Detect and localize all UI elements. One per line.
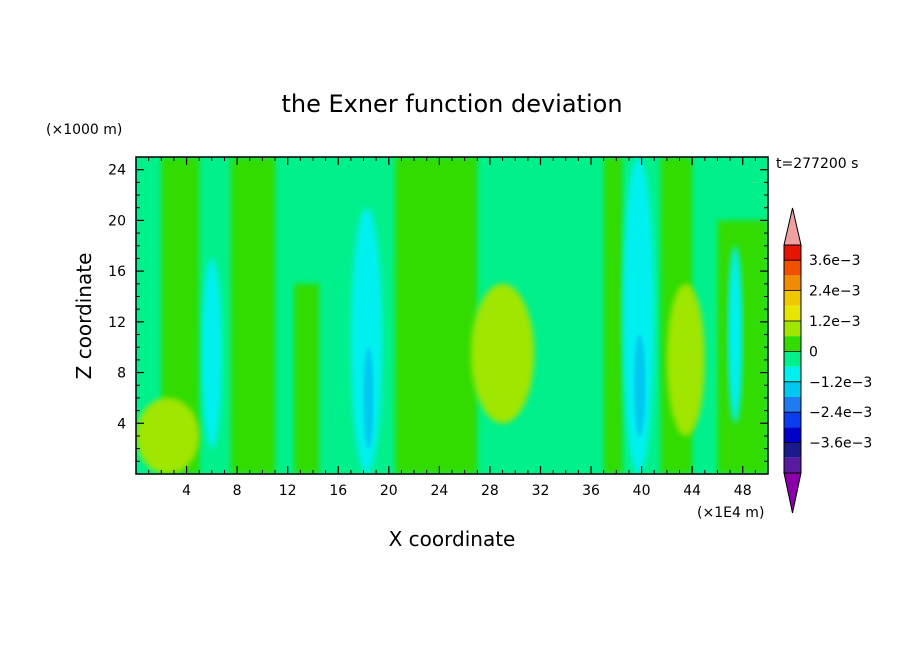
x-axis-ticks: 4 8 12 16 20 24 28 32 36 40 44 48 (148, 157, 756, 499)
x-unit-label: (×1E4 m) (697, 505, 764, 521)
colorbar-tick-label: −1.2e−3 (809, 375, 872, 391)
field-blob-15 (136, 397, 200, 474)
y-tick-label: 24 (108, 163, 126, 179)
colorbar-tick-label: 0 (809, 344, 818, 360)
y-tick-label: 8 (117, 366, 126, 382)
x-tick-label: 36 (582, 483, 600, 499)
x-tick-label: 16 (329, 483, 347, 499)
field-blob-14 (666, 283, 705, 436)
x-tick-label: 32 (532, 483, 550, 499)
y-unit-label: (×1000 m) (46, 122, 122, 138)
field-column-10 (727, 245, 743, 424)
contour-field (136, 157, 768, 474)
field-band-2 (294, 283, 320, 474)
colorbar-level (784, 305, 801, 321)
colorbar-level (784, 290, 801, 306)
x-tick-label: 24 (430, 483, 448, 499)
time-label: t=277200 s (776, 156, 858, 172)
colorbar-level (784, 260, 801, 276)
y-axis-label: Z coordinate (72, 253, 96, 380)
x-tick-label: 48 (734, 483, 752, 499)
field-core-12 (634, 334, 646, 436)
chart-title: the Exner function deviation (281, 90, 622, 118)
colorbar-level (784, 336, 801, 352)
y-tick-label: 20 (108, 213, 126, 229)
colorbar-level (784, 381, 801, 397)
colorbar-under-triangle (783, 472, 802, 514)
y-tick-label: 16 (108, 264, 126, 280)
field-band-6 (717, 220, 768, 474)
colorbar-tick-label: −3.6e−3 (809, 436, 872, 452)
colorbar-tick-label: 3.6e−3 (809, 253, 861, 269)
x-tick-label: 12 (279, 483, 297, 499)
colorbar-tick-label: 2.4e−3 (809, 284, 861, 300)
x-axis-label: X coordinate (389, 527, 516, 551)
x-tick-label: 20 (380, 483, 398, 499)
x-tick-label: 40 (633, 483, 651, 499)
colorbar-level (784, 457, 801, 473)
field-column-7 (350, 207, 383, 474)
field-band-4 (603, 157, 623, 474)
x-tick-label: 4 (182, 483, 191, 499)
colorbar-level (784, 427, 801, 443)
x-tick-label: 44 (683, 483, 701, 499)
colorbar-level (784, 366, 801, 382)
colorbar-level (784, 245, 801, 261)
colorbar-level (784, 397, 801, 413)
field-band-3 (395, 157, 478, 474)
x-tick-label: 28 (481, 483, 499, 499)
field-blob-13 (470, 283, 535, 424)
y-tick-label: 4 (117, 416, 126, 432)
colorbar-level (784, 442, 801, 458)
colorbar-level (784, 275, 801, 291)
colorbar-level (784, 412, 801, 428)
y-tick-label: 12 (108, 315, 126, 331)
field-band-1 (230, 157, 276, 474)
x-tick-label: 8 (233, 483, 242, 499)
colorbar-level (784, 321, 801, 337)
field-column-9 (201, 258, 222, 449)
colorbar-tick-label: −2.4e−3 (809, 405, 872, 421)
colorbar-level (784, 351, 801, 367)
field-core-11 (363, 347, 374, 449)
y-axis-ticks: 4 8 12 16 20 24 (108, 163, 768, 462)
colorbar: 3.6e−3 2.4e−3 1.2e−3 0 −1.2e−3 −2.4e−3 −3.6e−3 (783, 207, 872, 514)
colorbar-over-triangle (783, 207, 802, 246)
field-column-8 (622, 157, 655, 474)
colorbar-tick-label: 1.2e−3 (809, 314, 861, 330)
